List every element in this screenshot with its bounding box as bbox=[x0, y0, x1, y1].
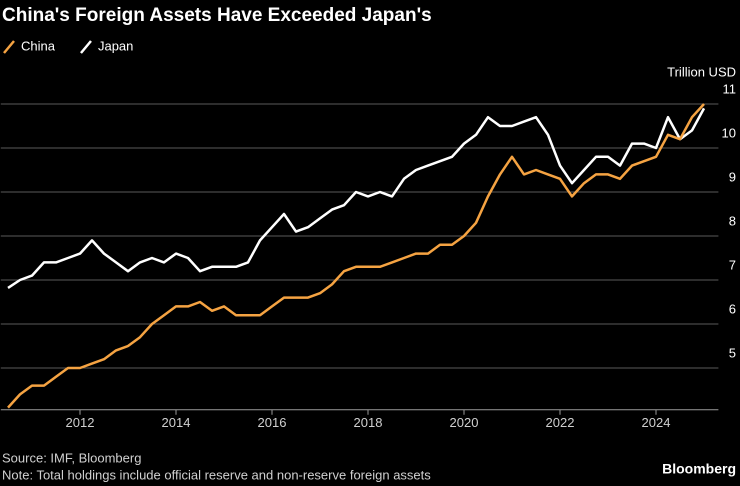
line-series bbox=[7, 103, 705, 409]
x-tick-label: 2024 bbox=[642, 415, 671, 430]
legend-label: China bbox=[21, 38, 56, 53]
x-tick-label: 2022 bbox=[546, 415, 575, 430]
source: Source: IMF, Bloomberg bbox=[2, 450, 141, 465]
x-tick-label: 2014 bbox=[162, 415, 191, 430]
x-tick-label: 2020 bbox=[450, 415, 479, 430]
y-tick-label: 9 bbox=[729, 169, 736, 184]
y-axis-label: Trillion USD bbox=[667, 64, 736, 79]
y-tick-label: 5 bbox=[729, 345, 736, 360]
brand: Bloomberg bbox=[662, 461, 736, 477]
note: Note: Total holdings include official re… bbox=[2, 467, 431, 482]
x-tick-label: 2012 bbox=[66, 415, 95, 430]
legend-swatch bbox=[80, 40, 92, 54]
y-tick-label: 10 bbox=[722, 125, 736, 140]
y-tick-label: 6 bbox=[729, 301, 736, 316]
chart-title: China's Foreign Assets Have Exceeded Jap… bbox=[2, 5, 432, 26]
x-tick-label: 2018 bbox=[354, 415, 383, 430]
y-tick-label: 8 bbox=[729, 213, 736, 228]
y-tick-label: 7 bbox=[729, 257, 736, 272]
legend-label: Japan bbox=[98, 38, 133, 53]
x-tick-label: 2016 bbox=[258, 415, 287, 430]
line-series bbox=[7, 107, 706, 289]
legend-swatch bbox=[3, 40, 15, 54]
y-tick-label: 11 bbox=[723, 81, 737, 96]
